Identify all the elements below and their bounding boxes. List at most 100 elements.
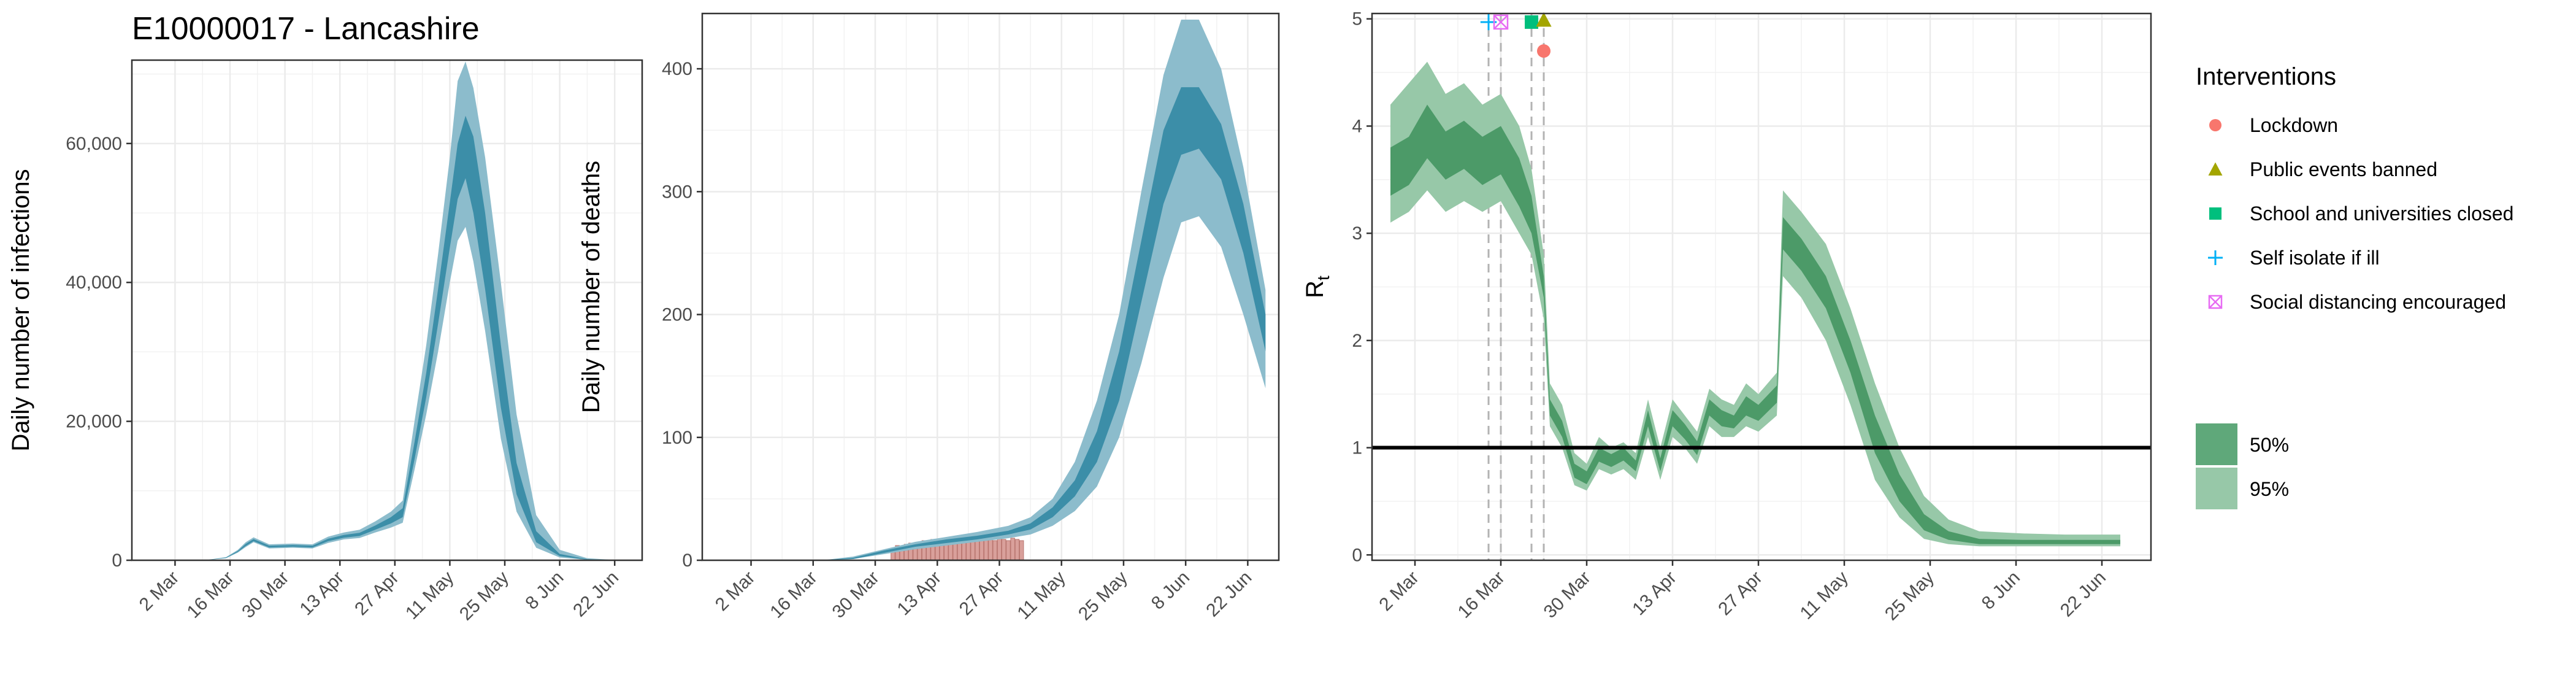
x-tick-label: 16 Mar — [1454, 568, 1509, 622]
x-tick-label: 16 Mar — [766, 568, 821, 622]
intervention-marker-4 — [1537, 44, 1551, 58]
panel-1: 0 20,000 40,000 60,000 2 Mar 16 Mar 30 Mar 13 A… — [7, 11, 643, 625]
x-tick-label: 22 Jun — [569, 568, 623, 621]
ci50-band — [746, 87, 1266, 561]
legend-ci-swatch — [2196, 468, 2237, 509]
intervention-marker-4-shape — [1537, 44, 1551, 58]
x-tick-label: 25 May — [1881, 568, 1938, 625]
legend: Interventions Lockdown Public events banne… — [2196, 63, 2513, 509]
observed-deaths-bar — [984, 538, 989, 561]
panel-background — [132, 60, 642, 560]
y-tick-label: 200 — [662, 305, 692, 325]
legend-item-label: Public events banned — [2250, 158, 2437, 180]
x-tick-label: 25 May — [1075, 568, 1132, 625]
panel-3: 0 1 2 3 4 5 2 Mar 16 Mar 30 Mar 13 Apr 27 Apr 11 Ma… — [1301, 9, 2152, 625]
y-tick-label: 20,000 — [66, 412, 122, 432]
x-tick-label: 13 Apr — [1628, 568, 1681, 620]
observed-deaths-bar — [1019, 540, 1024, 561]
legend-marker-2-shape — [2209, 207, 2221, 220]
x-tick-label: 16 Mar — [183, 568, 238, 622]
legend-ci-label: 50% — [2250, 434, 2289, 456]
x-tick-label: 2 Mar — [1375, 568, 1423, 615]
ci95-band — [1390, 61, 2120, 547]
y-axis-title-subscript: t — [1314, 276, 1333, 280]
observed-deaths-bar — [997, 538, 1002, 561]
intervention-marker-1 — [1493, 14, 1509, 30]
ci50-band — [171, 115, 627, 561]
legend-ci-swatch — [2196, 423, 2237, 465]
x-tick-label: 30 Mar — [1540, 568, 1595, 622]
intervention-marker-1-box — [1493, 14, 1509, 30]
x-tick-label: 13 Apr — [894, 568, 946, 620]
panel-border — [701, 12, 1280, 561]
x-tick-label: 2 Mar — [136, 568, 183, 615]
x-tick-label: 11 May — [1796, 568, 1852, 623]
x-tick-label: 11 May — [402, 568, 458, 623]
intervention-marker-3-shape — [1536, 12, 1552, 27]
y-axis-title: Daily number of deaths — [578, 161, 605, 413]
x-tick-label: 8 Jun — [1148, 568, 1194, 614]
y-tick-label: 2 — [1352, 331, 1362, 351]
legend-marker-2 — [2209, 207, 2221, 220]
legend-item-label: Lockdown — [2250, 114, 2338, 136]
y-tick-label: 5 — [1352, 9, 1362, 29]
x-tick-label: 27 Apr — [1714, 568, 1766, 620]
y-tick-label: 0 — [112, 550, 122, 571]
y-tick-label: 0 — [1352, 545, 1362, 565]
y-axis-title: Rt — [1301, 276, 1333, 298]
observed-deaths-bar — [988, 539, 993, 561]
legend-marker-4 — [2208, 295, 2223, 309]
observed-deaths-bar — [992, 540, 997, 561]
y-tick-label: 0 — [682, 550, 692, 571]
x-tick-label: 11 May — [1013, 568, 1069, 623]
observed-deaths-bar — [1014, 539, 1020, 561]
y-tick-label: 3 — [1352, 223, 1362, 244]
x-tick-label: 8 Jun — [1978, 568, 2024, 614]
legend-marker-4-d2 — [2209, 295, 2222, 309]
legend-item-label: Social distancing encouraged — [2250, 291, 2506, 313]
y-tick-label: 40,000 — [66, 272, 122, 293]
y-tick-label: 400 — [662, 59, 692, 79]
intervention-marker-3 — [1536, 12, 1552, 27]
x-tick-label: 13 Apr — [296, 568, 348, 620]
legend-marker-1-shape — [2208, 162, 2223, 176]
y-tick-label: 4 — [1352, 116, 1362, 136]
legend-marker-0 — [2209, 119, 2221, 131]
intervention-marker-2-shape — [1525, 15, 1538, 29]
chart-title: E10000017 - Lancashire — [132, 11, 480, 47]
observed-deaths-bar — [975, 540, 980, 561]
x-tick-label: 30 Mar — [238, 568, 293, 622]
observed-deaths-bar — [1010, 538, 1015, 561]
x-tick-label: 8 Jun — [521, 568, 567, 614]
observed-deaths-bar — [979, 539, 984, 561]
x-tick-label: 27 Apr — [351, 568, 403, 620]
legend-marker-4-box — [2208, 295, 2223, 309]
legend-marker-3 — [2208, 250, 2223, 265]
y-tick-label: 1 — [1352, 438, 1362, 458]
legend-marker-0-shape — [2209, 119, 2221, 131]
x-tick-label: 22 Jun — [2057, 568, 2110, 621]
legend-marker-1 — [2208, 162, 2223, 176]
ci50-band — [1390, 104, 2120, 544]
y-axis-title-main: Daily number of deaths — [578, 161, 605, 413]
x-tick-label: 27 Apr — [956, 568, 1008, 620]
y-axis-title-main: Daily number of infections — [7, 169, 34, 451]
legend-item-label: School and universities closed — [2250, 203, 2513, 225]
observed-deaths-bar — [1006, 540, 1011, 561]
panel-border — [1371, 12, 2152, 561]
x-tick-label: 25 May — [456, 568, 513, 625]
x-tick-label: 2 Mar — [711, 568, 759, 615]
observed-deaths-bar — [1001, 539, 1006, 561]
ci95-band — [746, 20, 1266, 560]
x-tick-label: 22 Jun — [1202, 568, 1255, 621]
y-tick-label: 60,000 — [66, 134, 122, 154]
panel-border — [131, 59, 643, 561]
panel-2: 0 100 200 300 400 2 Mar 16 Mar 30 Mar 13 Apr 27 A… — [578, 12, 1280, 625]
legend-ci-label: 95% — [2250, 478, 2289, 500]
legend-title: Interventions — [2196, 63, 2336, 90]
legend-item-label: Self isolate if ill — [2250, 247, 2380, 269]
intervention-marker-1-d2 — [1493, 15, 1508, 29]
intervention-marker-2 — [1525, 15, 1538, 29]
y-axis-title-main: R — [1301, 280, 1328, 298]
